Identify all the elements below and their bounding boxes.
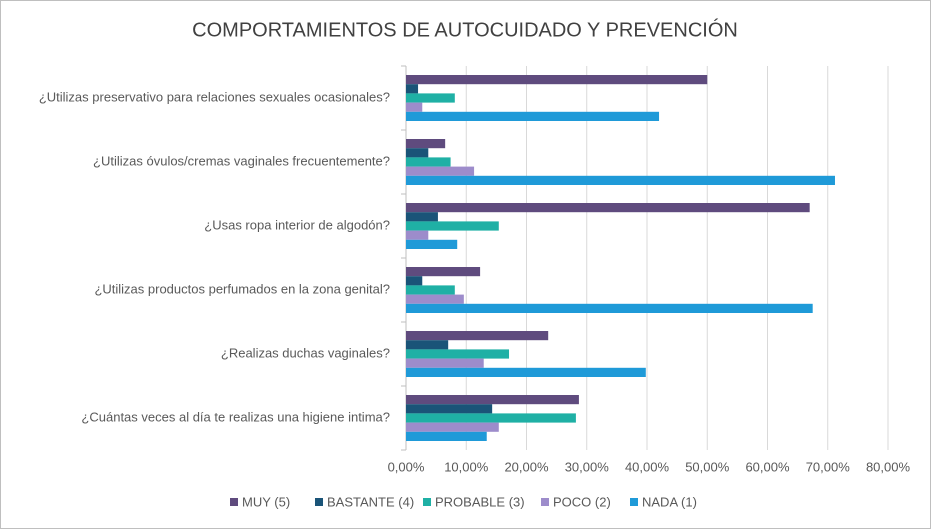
y-tick-label: ¿Utilizas óvulos/cremas vaginales frecue… [93,153,390,168]
bar [406,148,429,158]
legend-swatch [423,498,431,506]
y-tick-label: ¿Cuántas veces al día te realizas una hi… [81,409,390,424]
bar [406,285,455,295]
legend-swatch [630,498,638,506]
y-tick-label: ¿Utilizas preservativo para relaciones s… [39,89,390,104]
bar [406,139,446,149]
bar [406,166,475,176]
bar [406,422,499,432]
x-tick-label: 40,00% [625,459,670,474]
bar [406,230,429,240]
y-tick-label: ¿Realizas duchas vaginales? [221,345,390,360]
bar [406,239,458,249]
bar [406,358,484,368]
bar [406,404,493,414]
bar [406,294,464,304]
bar [406,276,423,286]
y-tick-label: ¿Usas ropa interior de algodón? [204,217,390,232]
x-tick-label: 10,00% [444,459,489,474]
legend-swatch [541,498,549,506]
bar [406,75,708,85]
bar [406,212,438,222]
y-tick-label: ¿Utilizas productos perfumados en la zon… [94,281,390,296]
bar [406,431,487,441]
legend-swatch [230,498,238,506]
x-tick-label: 70,00% [806,459,851,474]
bar [406,395,579,405]
x-tick-label: 20,00% [504,459,549,474]
bar [406,84,419,94]
bar [406,340,449,350]
x-tick-label: 80,00% [866,459,911,474]
bar [406,331,549,341]
bar [406,267,481,277]
bar [406,102,423,112]
legend-label: PROBABLE (3) [435,494,525,509]
bar [406,203,810,213]
x-tick-label: 30,00% [565,459,610,474]
bar [406,175,835,185]
legend-label: MUY (5) [242,494,290,509]
chart-title: COMPORTAMIENTOS DE AUTOCUIDADO Y PREVENC… [192,18,738,41]
bar [406,111,660,121]
x-tick-label: 50,00% [685,459,730,474]
bar [406,157,451,167]
legend-label: POCO (2) [553,494,611,509]
bar [406,93,455,103]
bar [406,367,646,377]
bar [406,413,576,423]
legend-label: NADA (1) [642,494,697,509]
bar [406,349,510,359]
legend-swatch [315,498,323,506]
x-tick-label: 60,00% [745,459,790,474]
bar [406,221,499,231]
bar [406,303,813,313]
x-tick-label: 0,00% [388,459,425,474]
legend-label: BASTANTE (4) [327,494,414,509]
